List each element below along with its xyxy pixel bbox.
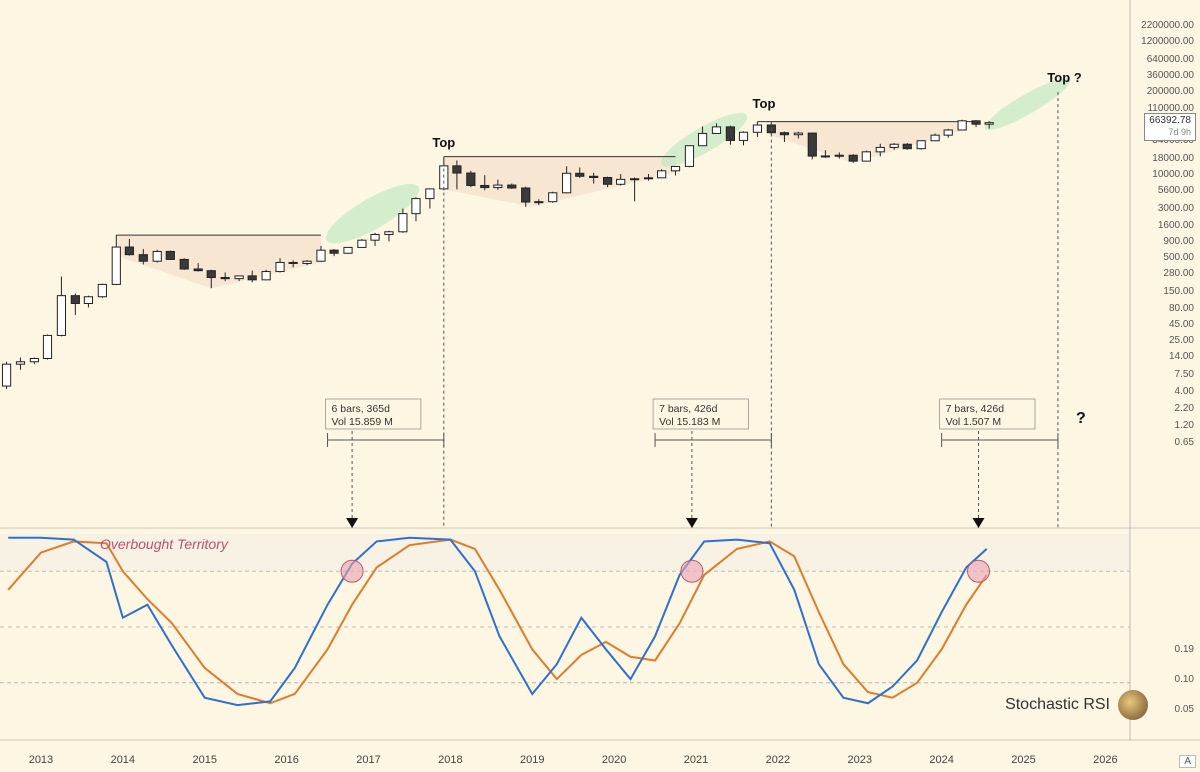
author-avatar-icon [1118,690,1148,720]
overbought-label: Overbought Territory [100,536,228,552]
price-axis-tick: 14.00 [1169,351,1194,362]
stoch-axis-tick: 0.19 [1175,644,1194,655]
xaxis-year: 2025 [1011,754,1035,766]
stoch-axis-tick: 0.10 [1175,674,1194,685]
xaxis-year: 2020 [602,754,626,766]
price-axis-tick: 0.65 [1175,437,1194,448]
price-axis-tick: 4.00 [1175,386,1194,397]
price-axis-tick: 280.00 [1163,268,1194,279]
stoch-axis-tick: 0.05 [1175,704,1194,715]
price-axis-tick: 900.00 [1163,236,1194,247]
price-axis-tick: 1200000.00 [1141,36,1194,47]
stoch-title: Stochastic RSI [1005,696,1110,714]
measure-box: 6 bars, 365dVol 15.859 M [332,403,393,429]
price-axis-tick: 10000.00 [1152,169,1194,180]
price-axis-tick: 200000.00 [1147,86,1194,97]
price-axis-tick: 500.00 [1163,252,1194,263]
top-label: Top [432,135,455,150]
question-mark: ? [1076,410,1086,428]
xaxis-year: 2013 [29,754,53,766]
xaxis-year: 2023 [848,754,872,766]
price-axis-tick: 45.00 [1169,319,1194,330]
top-label: Top [753,96,776,111]
price-axis-tick: 80.00 [1169,303,1194,314]
price-axis-tick: 2200000.00 [1141,20,1194,31]
measure-box: 7 bars, 426dVol 1.507 M [946,403,1004,429]
xaxis-year: 2022 [766,754,790,766]
last-price-badge: 66392.787d 9h [1144,113,1196,141]
auto-badge[interactable]: A [1179,755,1196,768]
xaxis-year: 2017 [356,754,380,766]
xaxis-year: 2018 [438,754,462,766]
xaxis-year: 2019 [520,754,544,766]
xaxis-year: 2024 [929,754,953,766]
price-axis-tick: 25.00 [1169,335,1194,346]
price-axis-tick: 7.50 [1175,369,1194,380]
price-axis-tick: 150.00 [1163,286,1194,297]
xaxis-year: 2014 [111,754,135,766]
xaxis-year: 2026 [1093,754,1117,766]
price-axis-tick: 360000.00 [1147,70,1194,81]
price-axis-tick: 1.20 [1175,420,1194,431]
price-axis-tick: 5600.00 [1158,185,1194,196]
price-axis-tick: 2.20 [1175,403,1194,414]
xaxis-year: 2021 [684,754,708,766]
price-axis-tick: 18000.00 [1152,153,1194,164]
xaxis-year: 2015 [192,754,216,766]
measure-box: 7 bars, 426dVol 15.183 M [659,403,720,429]
price-axis-tick: 1600.00 [1158,220,1194,231]
xaxis-year: 2016 [274,754,298,766]
price-axis-tick: 640000.00 [1147,54,1194,65]
price-axis-tick: 3000.00 [1158,203,1194,214]
top-label: Top ? [1047,70,1081,85]
chart-svg[interactable] [0,0,1200,772]
